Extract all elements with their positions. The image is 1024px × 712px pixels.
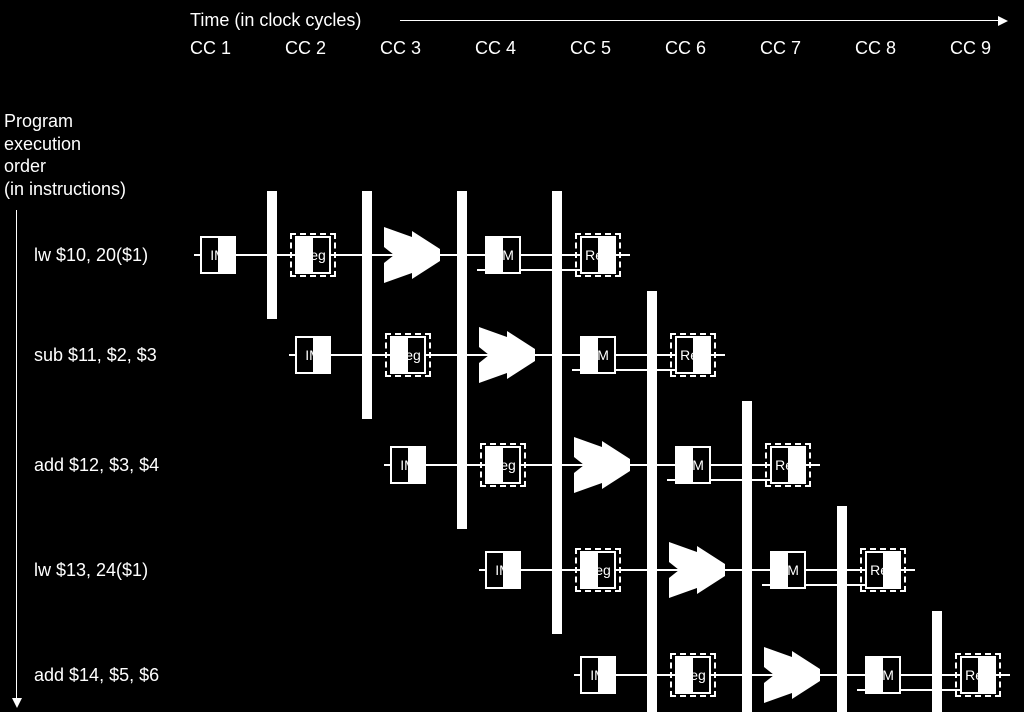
cc-label-5: CC 5: [570, 38, 611, 59]
dm-stage-box: DM: [580, 336, 616, 374]
cc-label-2: CC 2: [285, 38, 326, 59]
stage-label-text: Reg: [965, 667, 991, 683]
cc-label-8: CC 8: [855, 38, 896, 59]
im-stage-box: IM: [295, 336, 331, 374]
side-axis-label: Program execution order (in instructions…: [4, 110, 126, 200]
side-line-4: (in instructions): [4, 178, 126, 201]
stage-label-text: Reg: [395, 347, 421, 363]
pipeline-register-bar: [837, 506, 847, 712]
reg-stage-box: Reg: [865, 551, 901, 589]
cc-label-3: CC 3: [380, 38, 421, 59]
stage-label-text: DM: [872, 667, 894, 683]
dm-stage-box: DM: [485, 236, 521, 274]
alu-icon: [479, 327, 535, 383]
stage-label-text: Reg: [680, 667, 706, 683]
time-arrow-icon: [400, 20, 1000, 21]
reg-stage-box: Reg: [960, 656, 996, 694]
alu-icon: [669, 542, 725, 598]
reg-stage-box: Reg: [485, 446, 521, 484]
alu-icon: [384, 227, 440, 283]
stage-label-text: Reg: [870, 562, 896, 578]
side-line-1: Program: [4, 110, 126, 133]
reg-stage-box: Reg: [295, 236, 331, 274]
im-stage-box: IM: [485, 551, 521, 589]
reg-stage-box: Reg: [675, 656, 711, 694]
reg-stage-box: Reg: [390, 336, 426, 374]
pipeline-row-0: IM Reg DM Reg: [0, 225, 1024, 285]
stage-label-text: DM: [777, 562, 799, 578]
side-line-3: order: [4, 155, 126, 178]
pipeline-register-bar: [647, 291, 657, 712]
reg-stage-box: Reg: [580, 551, 616, 589]
pipeline-register-bar: [267, 191, 277, 319]
im-stage-box: IM: [580, 656, 616, 694]
im-stage-box: IM: [390, 446, 426, 484]
stage-label-text: DM: [587, 347, 609, 363]
side-line-2: execution: [4, 133, 126, 156]
cc-label-7: CC 7: [760, 38, 801, 59]
reg-stage-box: Reg: [770, 446, 806, 484]
stage-label-text: IM: [400, 457, 416, 473]
im-stage-box: IM: [200, 236, 236, 274]
time-axis-label: Time (in clock cycles): [190, 10, 361, 31]
pipeline-register-bar: [742, 401, 752, 712]
stage-label-text: DM: [682, 457, 704, 473]
diagram-root: Time (in clock cycles) Program execution…: [0, 0, 1024, 712]
stage-label-text: Reg: [585, 562, 611, 578]
stage-label-text: Reg: [300, 247, 326, 263]
pipeline-row-4: IM Reg DM Reg: [0, 645, 1024, 705]
pipeline-row-2: IM Reg DM Reg: [0, 435, 1024, 495]
cc-label-9: CC 9: [950, 38, 991, 59]
pipeline-register-bar: [552, 191, 562, 634]
cc-label-4: CC 4: [475, 38, 516, 59]
alu-icon: [574, 437, 630, 493]
stage-label-text: Reg: [775, 457, 801, 473]
stage-label-text: DM: [492, 247, 514, 263]
stage-label-text: IM: [590, 667, 606, 683]
pipeline-row-3: IM Reg DM Reg: [0, 540, 1024, 600]
cc-label-6: CC 6: [665, 38, 706, 59]
alu-icon: [764, 647, 820, 703]
stage-label-text: Reg: [680, 347, 706, 363]
stage-label-text: IM: [210, 247, 226, 263]
stage-label-text: Reg: [585, 247, 611, 263]
pipeline-register-bar: [362, 191, 372, 419]
dm-stage-box: DM: [770, 551, 806, 589]
dm-stage-box: DM: [865, 656, 901, 694]
dm-stage-box: DM: [675, 446, 711, 484]
pipeline-row-1: IM Reg DM Reg: [0, 325, 1024, 385]
reg-stage-box: Reg: [580, 236, 616, 274]
reg-stage-box: Reg: [675, 336, 711, 374]
pipeline-register-bar: [457, 191, 467, 529]
cc-label-1: CC 1: [190, 38, 231, 59]
stage-label-text: Reg: [490, 457, 516, 473]
pipeline-register-bar: [932, 611, 942, 712]
stage-label-text: IM: [305, 347, 321, 363]
stage-label-text: IM: [495, 562, 511, 578]
